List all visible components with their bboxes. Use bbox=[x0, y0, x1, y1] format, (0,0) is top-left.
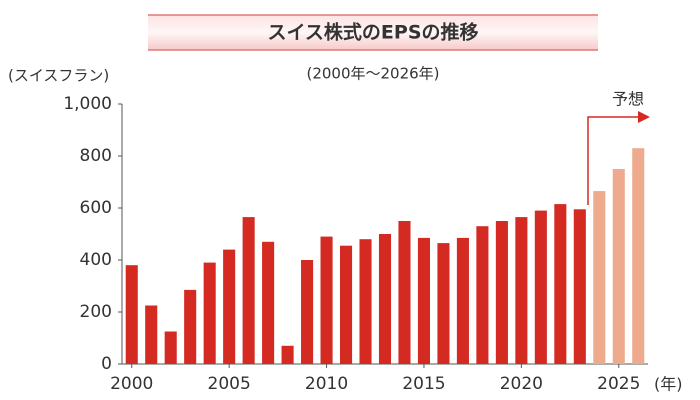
y-tick-label: 400 bbox=[80, 250, 112, 270]
bar bbox=[164, 331, 177, 364]
bar bbox=[534, 210, 547, 364]
bar bbox=[437, 243, 450, 364]
bar bbox=[184, 289, 197, 364]
x-tick-label: 2025 bbox=[597, 374, 640, 394]
bar bbox=[320, 236, 333, 364]
y-axis-label: (スイスフラン) bbox=[8, 67, 109, 85]
bar bbox=[632, 148, 645, 364]
bar bbox=[339, 245, 353, 364]
bar bbox=[125, 265, 138, 364]
bar bbox=[554, 204, 567, 364]
y-tick-label: 600 bbox=[80, 198, 112, 218]
chart-title: スイス株式のEPSの推移 bbox=[267, 21, 478, 44]
bar bbox=[476, 226, 489, 364]
x-tick-label: 2000 bbox=[110, 374, 153, 394]
bar bbox=[612, 169, 625, 364]
bar bbox=[242, 217, 255, 364]
y-tick-label: 800 bbox=[80, 146, 112, 166]
bar bbox=[281, 345, 294, 364]
bar bbox=[456, 237, 469, 364]
bar bbox=[378, 234, 392, 364]
y-tick-label: 1,000 bbox=[63, 94, 112, 114]
x-axis-label: (年) bbox=[654, 375, 683, 394]
bar bbox=[593, 191, 606, 364]
title-box bbox=[148, 15, 598, 50]
bar bbox=[203, 262, 216, 364]
x-tick-label: 2005 bbox=[208, 374, 251, 394]
bar bbox=[223, 249, 236, 364]
x-tick-label: 2015 bbox=[402, 374, 445, 394]
bar bbox=[515, 217, 528, 364]
y-tick-label: 200 bbox=[80, 302, 112, 322]
y-tick-label: 0 bbox=[101, 354, 112, 374]
forecast-label: 予想 bbox=[612, 90, 644, 109]
bar bbox=[145, 305, 158, 364]
bar bbox=[495, 221, 508, 364]
bar bbox=[417, 237, 431, 364]
x-tick-label: 2020 bbox=[500, 374, 543, 394]
forecast-arrow bbox=[587, 116, 640, 205]
bar bbox=[573, 209, 586, 364]
bar bbox=[359, 239, 372, 364]
forecast-arrowhead bbox=[638, 111, 650, 123]
bar bbox=[301, 260, 314, 364]
bar bbox=[262, 241, 275, 364]
chart-subtitle: (2000年～2026年) bbox=[306, 65, 439, 83]
x-tick-label: 2010 bbox=[305, 374, 348, 394]
bar bbox=[398, 221, 411, 364]
